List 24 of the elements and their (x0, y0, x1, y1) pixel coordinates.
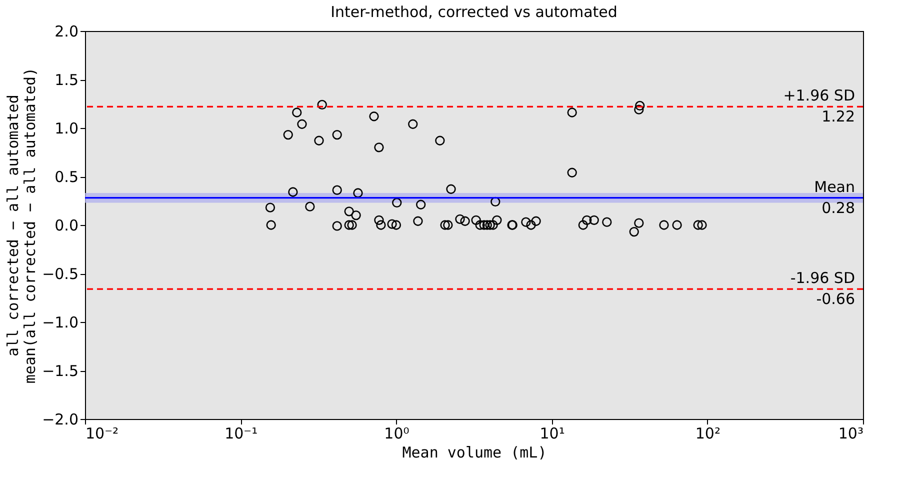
annotation: 1.22 (822, 108, 855, 126)
x-axis-title: Mean volume (mL) (402, 444, 547, 462)
y-tick-label: 1.0 (54, 120, 78, 138)
y-tick-label: −1.5 (42, 362, 78, 380)
x-tick-label: 10² (695, 424, 720, 442)
annotation: -0.66 (816, 290, 855, 308)
y-tick-label: 1.5 (54, 71, 78, 89)
y-tick-label: −2.0 (42, 410, 78, 428)
y-tick-label: 0.0 (54, 216, 78, 234)
chart-title: Inter-method, corrected vs automated (330, 3, 618, 21)
y-tick-label: 2.0 (54, 22, 78, 40)
x-tick-label: 10⁻² (86, 424, 119, 442)
ref-line-label: -1.96 SD (790, 269, 855, 288)
y-tick-label: 0.5 (54, 168, 78, 186)
ref-line-label: Mean (814, 178, 855, 196)
y-tick-label: −1.0 (42, 314, 78, 332)
annotation: 0.28 (822, 198, 855, 217)
x-tick-label: 10⁰ (384, 424, 410, 442)
x-tick-label: 10⁻¹ (224, 424, 258, 442)
x-tick-label: 10¹ (540, 424, 565, 442)
y-tick-label: −0.5 (42, 265, 78, 283)
x-tick-label: 10³ (838, 424, 864, 442)
y-axis-title: all corrected − all automated mean(all corrected − all automated) (4, 67, 40, 384)
ref-line-label: +1.96 SD (783, 86, 855, 105)
